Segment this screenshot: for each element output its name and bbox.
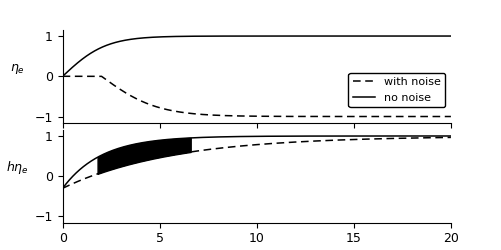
Y-axis label: $\eta_e$: $\eta_e$ bbox=[11, 62, 26, 76]
Legend: with noise, no noise: with noise, no noise bbox=[349, 73, 445, 108]
Y-axis label: $h\eta_e$: $h\eta_e$ bbox=[7, 159, 29, 176]
